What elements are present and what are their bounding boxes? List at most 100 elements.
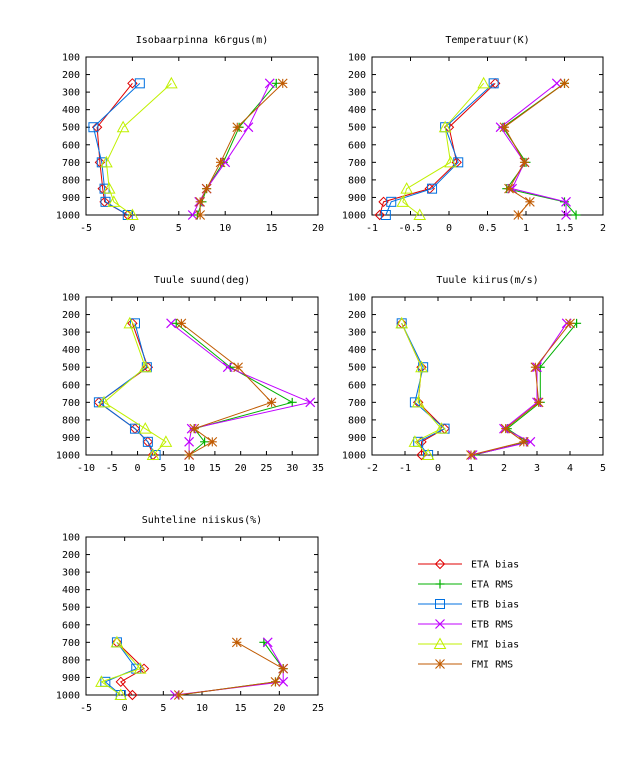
data-point [259, 637, 269, 647]
y-tick-label: 300 [348, 88, 366, 99]
y-tick-label: 500 [62, 603, 80, 614]
x-tick-label: 2 [501, 463, 507, 474]
data-point [146, 448, 160, 460]
y-tick-label: 900 [62, 193, 80, 204]
x-tick-label: 1 [523, 223, 529, 234]
y-tick-label: 800 [62, 655, 80, 666]
legend-label: FMI bias [471, 640, 519, 651]
y-tick-label: 200 [62, 550, 80, 561]
data-point [110, 635, 124, 648]
series-line [402, 83, 485, 216]
series-line [199, 82, 284, 215]
data-point [396, 195, 410, 207]
legend-label: ETB RMS [471, 620, 513, 631]
data-point [438, 120, 452, 133]
data-point [176, 318, 187, 329]
series-line [385, 82, 494, 216]
data-point [530, 362, 541, 373]
y-tick-label: 600 [348, 380, 366, 391]
data-point [184, 450, 194, 460]
plot-frame [85, 296, 319, 456]
data-point [415, 360, 428, 373]
x-tick-label: 1.5 [555, 223, 573, 234]
x-tick-label: 10 [219, 223, 231, 234]
data-point [100, 196, 111, 207]
series-line [175, 322, 294, 456]
data-point [413, 208, 427, 220]
x-tick-label: -1 [399, 463, 411, 474]
y-tick-label: 600 [62, 380, 80, 391]
data-point [215, 157, 226, 168]
y-tick-label: 700 [348, 398, 366, 409]
y-tick-label: 500 [348, 123, 366, 134]
x-tick-label: 2 [600, 223, 606, 234]
chart-panel-2: Temperatuur(K) 100 200 300 400 500 600 700 800 90… [342, 35, 606, 234]
data-point [142, 436, 153, 447]
data-point [262, 637, 273, 648]
data-point [561, 210, 571, 220]
legend-label: FMI RMS [471, 660, 513, 671]
legend-label: ETB bias [471, 600, 519, 611]
x-tick-label: 5 [160, 463, 166, 474]
y-tick-label: 1000 [56, 451, 80, 462]
series-eta-bias [374, 78, 501, 221]
legend-marker [435, 619, 445, 629]
chart-panel-1: Isobaarpinna k6rgus(m)100200300400500600… [56, 35, 324, 234]
chart-title: Temperatuur(K) [445, 35, 529, 46]
y-tick-label: 200 [62, 70, 80, 81]
data-point [233, 362, 243, 373]
data-point [477, 76, 490, 89]
x-tick-label: 3 [534, 463, 540, 474]
data-point [427, 183, 438, 194]
legend: ETA bias ETA RMS ETB bias ETB RMS FMI bias FM… [418, 558, 519, 671]
data-point [243, 122, 254, 133]
legend-marker [435, 599, 445, 609]
series-line [98, 323, 154, 456]
data-point [133, 662, 147, 674]
y-tick-label: 1000 [342, 211, 366, 222]
data-point [264, 78, 275, 89]
legend-item: FMI bias [418, 637, 519, 651]
data-point [159, 435, 173, 447]
series-eta-rms [192, 78, 281, 220]
data-point [115, 676, 127, 688]
data-point [123, 316, 137, 329]
data-point [129, 423, 140, 434]
x-tick-label: 5 [600, 463, 606, 474]
data-point [400, 182, 413, 194]
data-point [278, 676, 289, 687]
series-etb-bias [88, 78, 145, 220]
series-eta-rms [171, 318, 297, 460]
series-line [178, 642, 284, 696]
x-tick-label: 0 [122, 703, 128, 714]
data-point [102, 182, 116, 194]
y-tick-label: 700 [62, 158, 80, 169]
series-line [474, 323, 577, 456]
legend-marker [434, 558, 446, 570]
chart-title: Suhteline niiskus(%) [142, 515, 262, 526]
y-tick-label: 100 [62, 53, 80, 64]
data-point [200, 437, 210, 447]
y-tick-label: 400 [62, 105, 80, 116]
y-tick-label: 1000 [56, 691, 80, 702]
data-point [561, 196, 571, 207]
x-tick-label: 0 [135, 463, 141, 474]
data-point [270, 676, 281, 687]
series-line [401, 323, 446, 456]
data-point [524, 196, 535, 207]
data-point [138, 422, 152, 434]
y-tick-label: 400 [62, 345, 80, 356]
y-tick-label: 900 [348, 193, 366, 204]
series-line [103, 323, 167, 456]
data-point [408, 435, 422, 447]
series-fmi-bias [95, 635, 147, 700]
y-tick-label: 800 [62, 415, 80, 426]
data-point [386, 196, 397, 207]
series-line [181, 322, 273, 456]
series-etb-rms [187, 78, 275, 220]
data-point [488, 78, 499, 89]
series-line [499, 82, 567, 215]
y-tick-label: 400 [348, 105, 366, 116]
x-tick-label: 15 [209, 463, 221, 474]
x-tick-label: 10 [196, 703, 208, 714]
